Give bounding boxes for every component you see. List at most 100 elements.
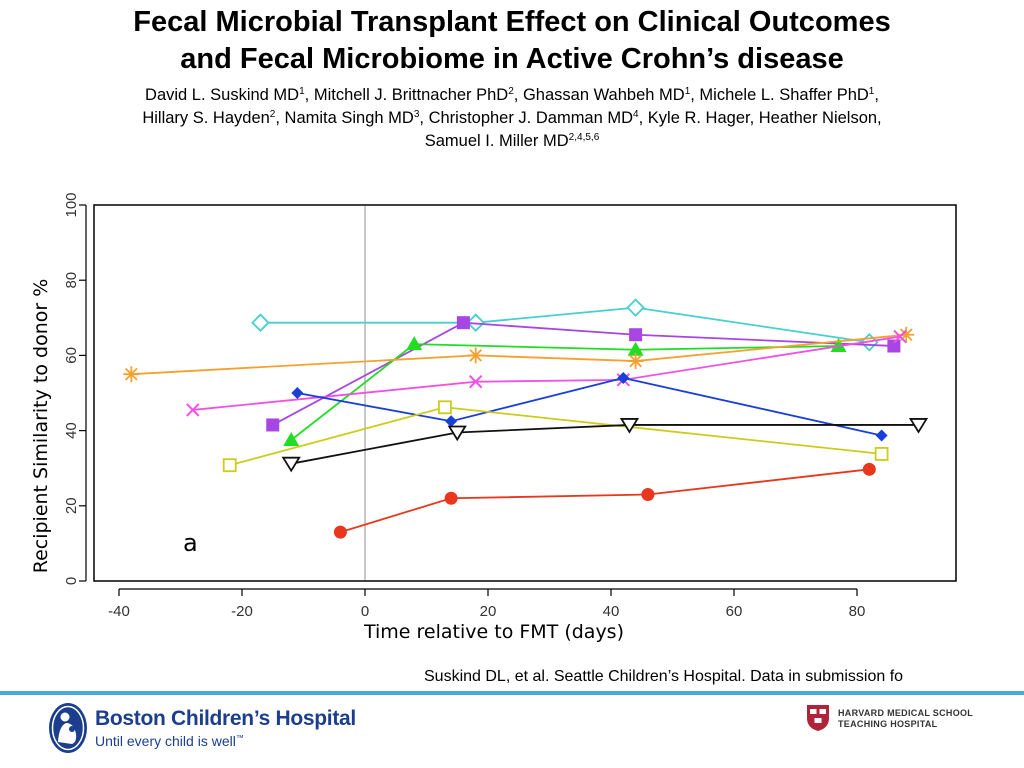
author-name: Christopher J. Damman MD — [428, 109, 634, 127]
data-point — [908, 418, 929, 434]
author-separator: , — [638, 109, 648, 127]
data-point — [186, 403, 200, 417]
author-affiliation: 1 — [868, 86, 875, 97]
series-line — [260, 306, 870, 344]
hospital-name: Boston Children’s Hospital — [95, 707, 356, 730]
series-9 — [333, 462, 876, 539]
author-name: Kyle R. Hager, Heather Nielson, — [647, 109, 882, 127]
data-point — [874, 447, 889, 461]
author-name: Michele L. Shaffer PhD — [699, 86, 869, 104]
slide-title: Fecal Microbial Transplant Effect on Cli… — [0, 4, 1024, 78]
hms-label-line-2: TEACHING HOSPITAL — [838, 719, 938, 729]
author-name: Ghassan Wahbeh MD — [522, 86, 685, 104]
author-name: Samuel I. Miller MD — [424, 132, 569, 150]
title-line-1: Fecal Microbial Transplant Effect on Cli… — [133, 6, 891, 38]
data-point — [291, 387, 304, 399]
data-point — [283, 432, 300, 446]
x-tick-label: 0 — [361, 603, 369, 620]
y-tick-label: 80 — [63, 272, 80, 289]
series-2 — [266, 316, 901, 432]
data-point — [222, 458, 237, 473]
panel-label: a — [183, 529, 198, 557]
data-point — [251, 313, 270, 332]
series-1 — [251, 298, 879, 352]
author-line: Samuel I. Miller MD2,4,5,6 — [0, 130, 1024, 153]
data-point — [467, 347, 484, 364]
hospital-tagline: Until every child is well™ — [95, 733, 244, 749]
data-point — [619, 418, 640, 434]
series-line — [291, 424, 919, 465]
boston-childrens-hospital-logo — [49, 703, 87, 753]
data-point — [468, 375, 483, 389]
footer-rule — [0, 691, 1024, 695]
hospital-tagline-text: Until every child is well — [95, 733, 236, 749]
data-point — [641, 488, 655, 502]
series-line — [297, 377, 882, 437]
x-tick-label: 80 — [849, 603, 866, 620]
x-tick-label: 60 — [726, 603, 743, 620]
data-point — [627, 353, 644, 370]
author-affiliation: 2,4,5,6 — [568, 132, 600, 143]
data-point — [281, 456, 301, 473]
data-point — [887, 339, 901, 353]
author-separator: , — [513, 86, 523, 104]
data-point — [444, 491, 458, 505]
harvard-shield-logo — [807, 705, 829, 731]
y-tick-label: 0 — [63, 577, 80, 585]
data-point — [627, 341, 644, 356]
y-tick-label: 20 — [63, 497, 80, 514]
data-point — [617, 371, 630, 384]
data-point — [447, 425, 467, 442]
author-separator: , — [419, 109, 429, 127]
x-tick-label: 20 — [480, 603, 497, 620]
series-5 — [186, 329, 907, 417]
data-point — [893, 329, 907, 344]
data-point — [333, 525, 347, 539]
author-separator: , — [690, 86, 700, 104]
series-3 — [283, 336, 847, 446]
data-point — [830, 338, 847, 352]
title-line-2: and Fecal Microbiome in Active Crohn’s d… — [180, 43, 844, 75]
author-affiliation: 1 — [299, 86, 305, 97]
y-tick-label: 100 — [63, 192, 80, 217]
x-axis-label: Time relative to FMT (days) — [363, 621, 624, 643]
author-affiliation: 1 — [684, 86, 691, 97]
author-line: David L. Suskind MD1, Mitchell J. Brittn… — [0, 84, 1024, 107]
author-separator: , — [304, 86, 314, 104]
y-tick-label: 60 — [63, 347, 80, 364]
data-point — [445, 415, 458, 428]
series-6 — [291, 371, 888, 442]
data-point — [626, 298, 645, 317]
author-name: Namita Singh MD — [284, 109, 414, 127]
author-line: Hillary S. Hayden2, Namita Singh MD3, Ch… — [0, 107, 1024, 130]
author-name: Mitchell J. Brittnacher PhD — [313, 86, 509, 104]
author-name: Hillary S. Hayden — [142, 109, 270, 127]
series-line — [131, 333, 907, 376]
x-tick-label: 40 — [603, 603, 620, 620]
data-point — [406, 336, 423, 351]
data-point — [123, 366, 140, 383]
series-line — [290, 343, 839, 441]
similarity-line-chart: -40 -20 0 20 40 60 80 0 20 40 60 80 100 Time relativ… — [30, 192, 957, 643]
author-name: David L. Suskind MD — [145, 86, 300, 104]
data-point — [875, 429, 888, 442]
series-line — [192, 335, 901, 411]
trademark-mark: ™ — [235, 733, 244, 743]
author-affiliation: 2 — [508, 86, 514, 97]
author-affiliation: 2 — [269, 109, 276, 120]
series-7 — [222, 400, 889, 473]
data-point — [898, 326, 915, 343]
data-point — [456, 316, 470, 330]
series-line — [272, 321, 894, 426]
series-4 — [123, 326, 915, 383]
citation-text: Suskind DL, et al. Seattle Children’s Ho… — [424, 668, 904, 685]
y-tick-label: 40 — [63, 422, 80, 439]
author-affiliation: 3 — [413, 109, 420, 120]
series-layer — [123, 298, 929, 539]
x-tick-label: -40 — [108, 603, 130, 620]
series-line — [340, 468, 870, 533]
series-8 — [281, 418, 929, 473]
author-separator: , — [275, 109, 285, 127]
y-axis-label: Recipient Similarity to donor % — [30, 279, 52, 574]
hms-label-line-1: HARVARD MEDICAL SCHOOL — [838, 708, 974, 718]
